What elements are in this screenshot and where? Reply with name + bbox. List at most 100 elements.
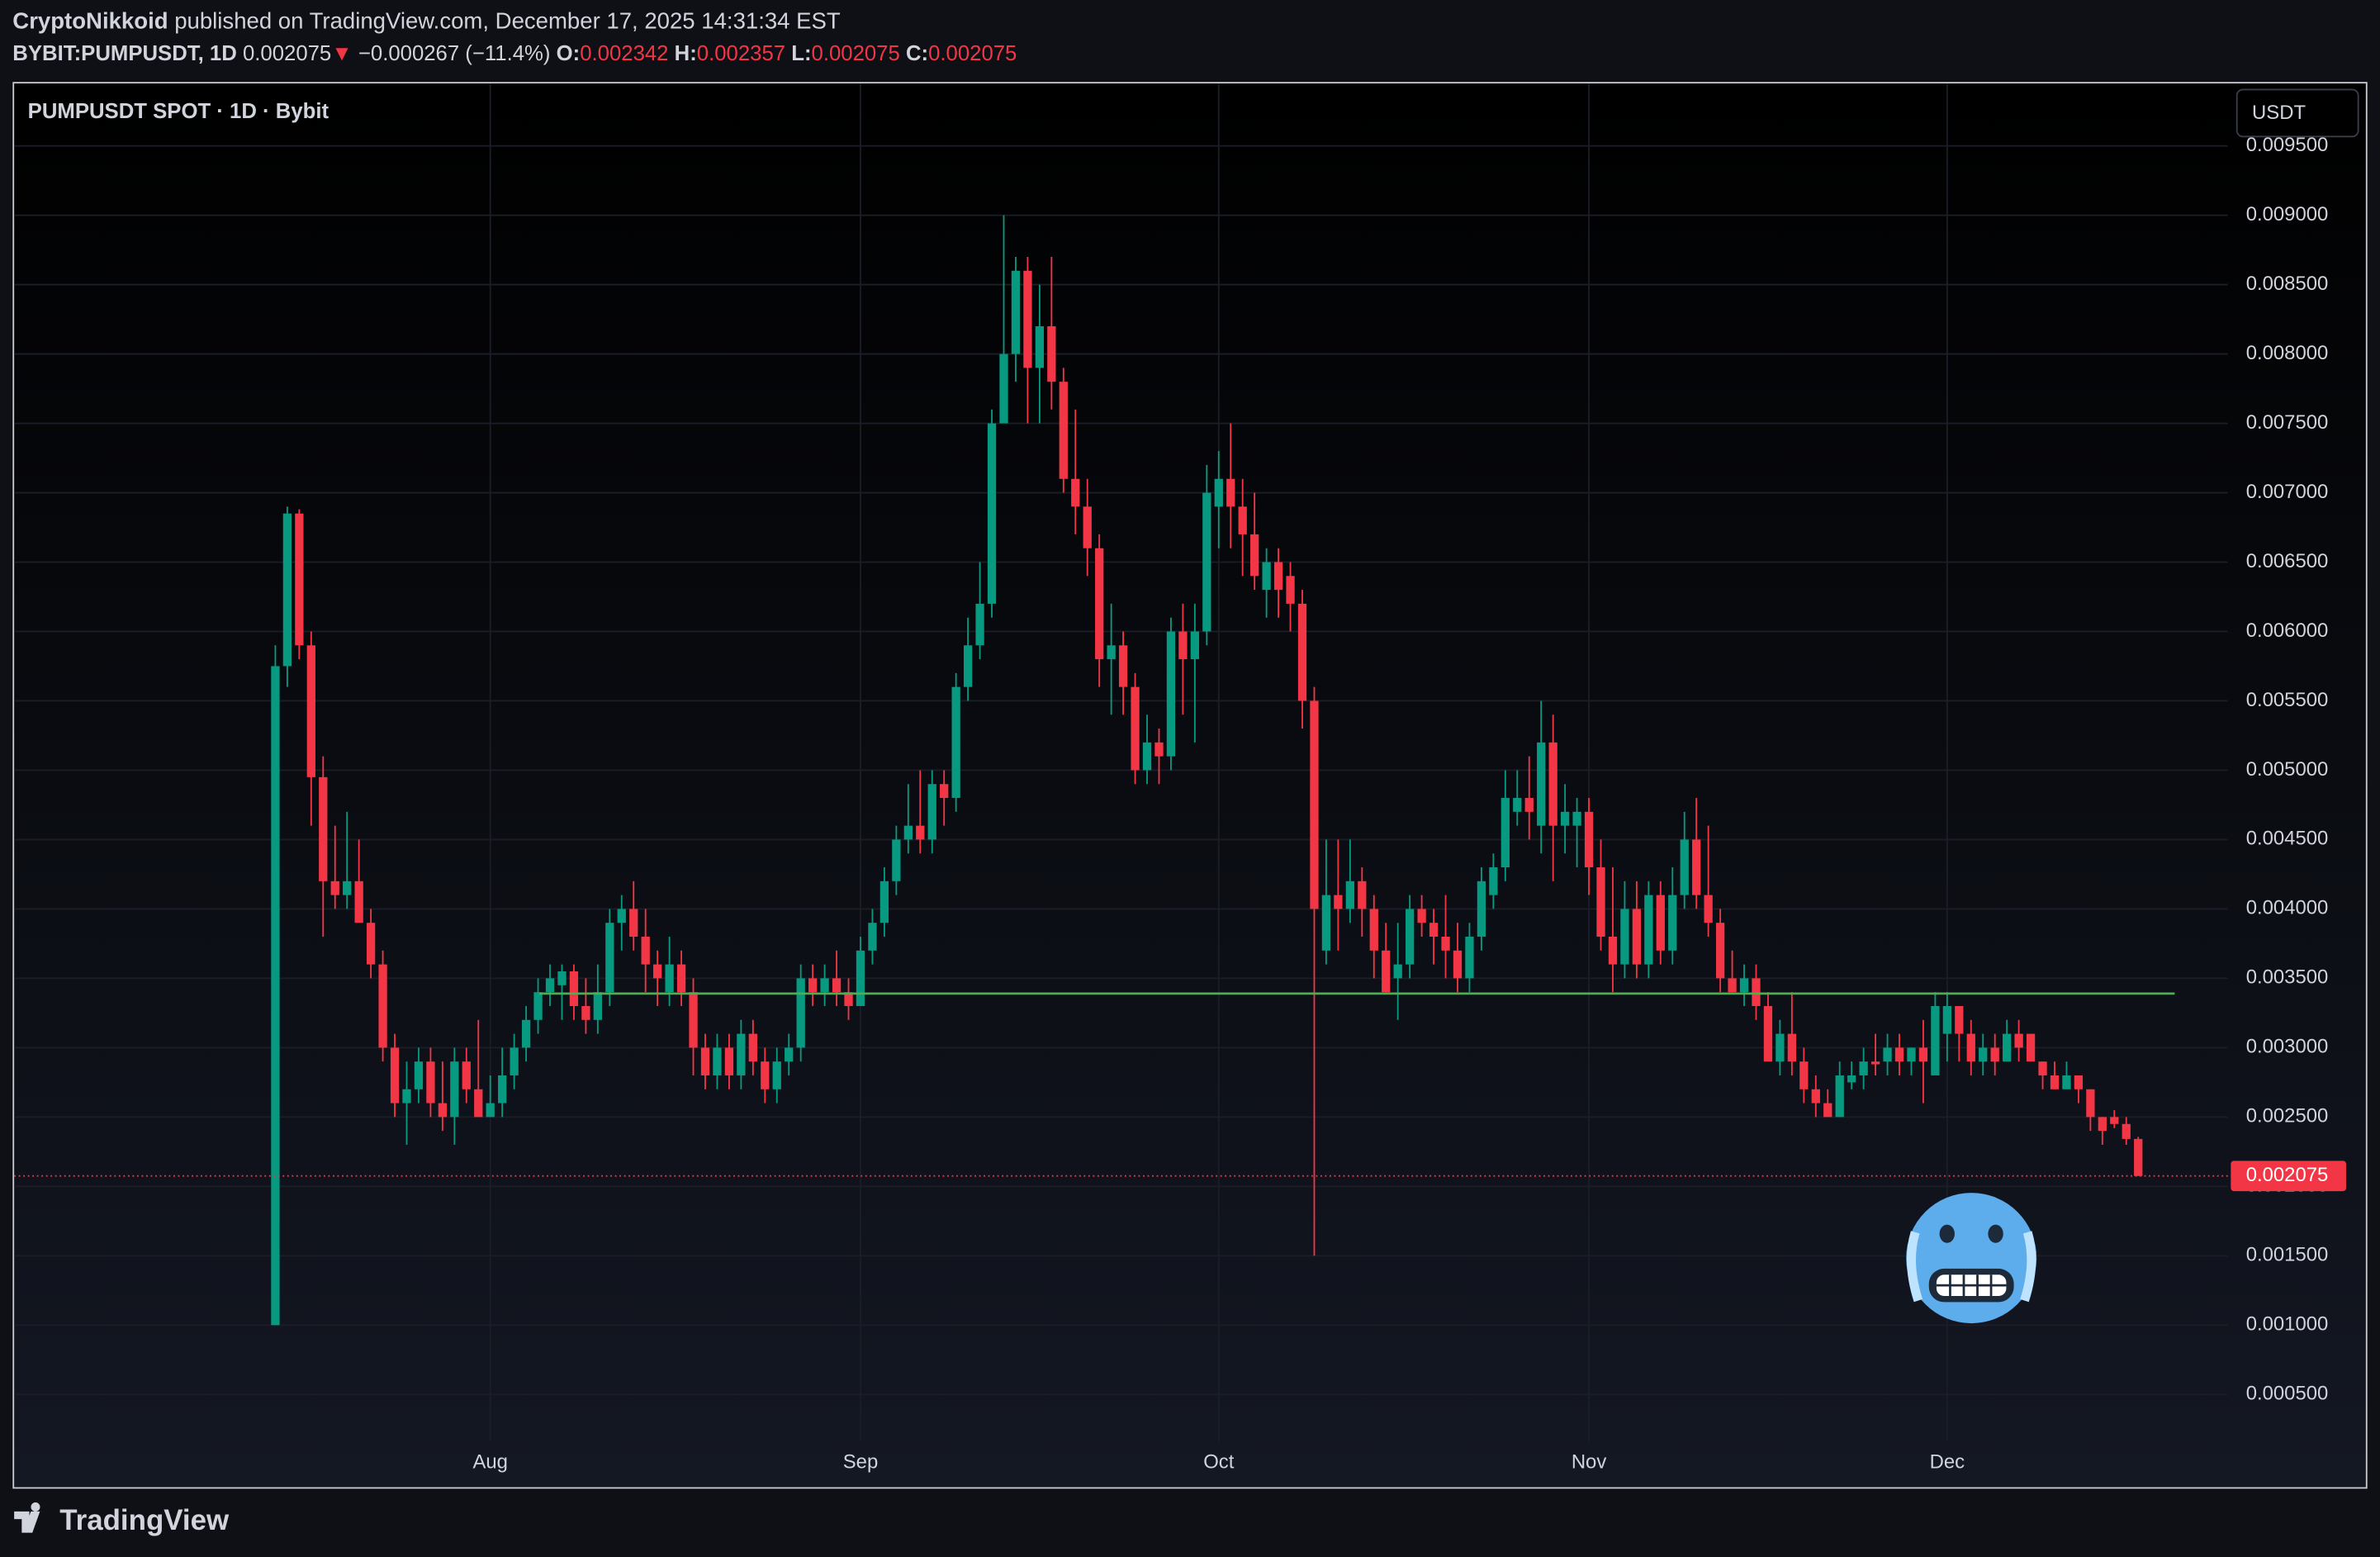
candle-body: [1345, 881, 1354, 909]
h-label: H:: [675, 42, 697, 65]
candle-body: [963, 645, 973, 687]
candle-body: [2098, 1117, 2107, 1132]
candle-body: [1047, 325, 1056, 382]
y-tick-label: 0.003500: [2246, 966, 2329, 989]
candle-body: [1250, 534, 1259, 577]
candle-body: [1238, 506, 1247, 534]
candle-body: [2003, 1033, 2012, 1062]
candle-body: [761, 1061, 770, 1089]
candle-body: [975, 603, 984, 646]
candle-body: [1477, 881, 1486, 937]
candle-body: [2062, 1075, 2071, 1089]
candle-body: [390, 1047, 400, 1104]
x-tick-label: Sep: [843, 1450, 878, 1473]
chart-title: PUMPUSDT SPOT · 1D · Bybit: [28, 100, 330, 123]
candle-body: [1560, 811, 1570, 826]
candle-body: [1382, 950, 1391, 993]
candle-body: [1273, 562, 1283, 591]
candle-body: [1286, 576, 1295, 604]
candle-body: [1931, 1005, 1940, 1075]
candle-body: [1142, 742, 1152, 771]
candle-body: [1704, 895, 1713, 923]
candle-body: [306, 645, 315, 777]
candle-body: [1799, 1061, 1809, 1089]
candle-body: [1632, 909, 1642, 965]
candle-body: [1572, 811, 1581, 826]
candle-body: [868, 923, 877, 951]
candle-body: [1608, 936, 1618, 965]
candle-body: [2050, 1075, 2060, 1089]
candle-body: [521, 1019, 531, 1048]
candle-body: [1310, 700, 1319, 909]
candle-body: [426, 1061, 435, 1104]
candle-body: [1870, 1061, 1880, 1065]
x-tick-label: Nov: [1572, 1450, 1607, 1473]
candle-body: [510, 1047, 519, 1075]
candle-body: [1859, 1061, 1868, 1075]
y-tick-label: 0.000500: [2246, 1383, 2329, 1405]
candle-body: [856, 950, 865, 1006]
candle-body: [641, 936, 650, 965]
candle-body: [1966, 1033, 1975, 1062]
candle-body: [2110, 1117, 2119, 1124]
x-tick-label: Oct: [1203, 1450, 1235, 1473]
y-tick-label: 0.004000: [2246, 897, 2329, 919]
symbol-line: BYBIT:PUMPUSDT, 1D 0.002075▼ −0.000267 (…: [12, 42, 1017, 65]
candle-body: [1095, 548, 1104, 660]
candle-body: [1059, 382, 1068, 479]
candle-body: [796, 978, 805, 1048]
candle-body: [2134, 1138, 2143, 1176]
candle-body: [1883, 1047, 1892, 1062]
candle-body: [1728, 978, 1737, 993]
candle-body: [1739, 978, 1749, 993]
y-tick-label: 0.001000: [2246, 1313, 2329, 1336]
candle-body: [1811, 1089, 1820, 1104]
candle-body: [533, 992, 543, 1020]
c-value: 0.002075: [928, 42, 1017, 65]
currency-button[interactable]: [2235, 88, 2359, 138]
candle-body: [1596, 867, 1605, 937]
candle-body: [1715, 923, 1725, 979]
candle-body: [1894, 1047, 1904, 1062]
candle-body: [1166, 631, 1176, 757]
o-label: O:: [557, 42, 581, 65]
candle-body: [1680, 839, 1689, 895]
candle-body: [1752, 978, 1761, 1006]
candle-body: [785, 1047, 794, 1062]
candle-body: [676, 964, 686, 993]
candle-body: [2122, 1123, 2131, 1139]
y-tick-label: 0.002500: [2246, 1105, 2329, 1127]
candle-body: [330, 881, 339, 895]
candle-body: [927, 784, 936, 840]
candle-body: [1154, 742, 1164, 757]
candle-body: [844, 992, 853, 1006]
candle-body: [653, 964, 662, 979]
candle-body: [1835, 1075, 1844, 1118]
y-tick-label: 0.005500: [2246, 689, 2329, 711]
candle-body: [1548, 742, 1557, 826]
candle-body: [713, 1047, 722, 1075]
brand: TradingView: [59, 1504, 230, 1536]
candle-body: [1644, 895, 1653, 965]
last-price-tag: [2231, 1161, 2346, 1192]
c-label: C:: [906, 42, 928, 65]
candle-body: [1513, 798, 1522, 812]
candle-body: [2038, 1061, 2047, 1075]
candle-body: [402, 1089, 411, 1104]
candle-body: [1358, 881, 1367, 909]
candle-body: [879, 881, 889, 923]
candle-body: [1489, 867, 1498, 895]
candle-body: [1011, 270, 1021, 354]
candle-body: [1918, 1047, 1928, 1062]
candle-body: [1107, 645, 1116, 660]
candle-body: [1035, 325, 1045, 368]
candle-body: [1131, 686, 1140, 771]
last-price-label: 0.002075: [2246, 1164, 2329, 1186]
candle-body: [1620, 909, 1629, 965]
published: published on TradingView.com, December 1…: [174, 8, 841, 34]
l-value: 0.002075: [812, 42, 900, 65]
candle-body: [1763, 1005, 1773, 1062]
currency-label: USDT: [2252, 102, 2306, 124]
candle-body: [2014, 1033, 2023, 1048]
